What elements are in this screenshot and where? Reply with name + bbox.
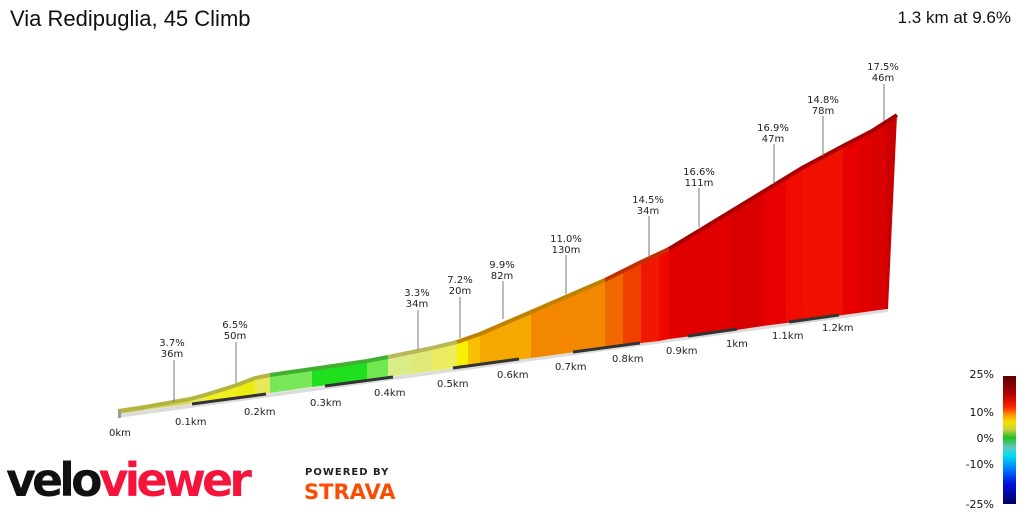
gradient-color-scale-bar: [1003, 376, 1016, 504]
svg-text:3.7%: 3.7%: [159, 338, 184, 349]
svg-text:9.9%: 9.9%: [489, 260, 514, 271]
profile-ridge: [117, 113, 899, 418]
gradient-color-legend: 25% 10% 0% -10% -25%: [960, 368, 1024, 512]
climb-title: Via Redipuglia, 45 Climb: [10, 6, 251, 31]
svg-text:17.5%: 17.5%: [867, 62, 899, 73]
svg-text:47m: 47m: [762, 134, 784, 145]
segment-callout: 3.3% 34m: [404, 288, 430, 350]
powered-by-label: POWERED BY: [305, 467, 390, 478]
legend-tick-label: 25%: [969, 368, 994, 381]
x-tick-label: 0.1km: [175, 417, 206, 428]
svg-text:7.2%: 7.2%: [447, 275, 472, 286]
segment-callout: 17.5% 46m: [867, 62, 899, 121]
legend-tick-label: 0%: [976, 432, 994, 445]
legend-tick-label: -10%: [965, 458, 994, 471]
svg-text:50m: 50m: [224, 331, 246, 342]
segment-callout: 11.0% 130m: [550, 234, 582, 294]
strava-logo: STRAVA: [304, 480, 396, 504]
logo-viewer-text: viewer: [98, 453, 252, 507]
svg-text:36m: 36m: [161, 349, 183, 360]
svg-text:46m: 46m: [872, 73, 894, 84]
profile-fill: [118, 115, 897, 414]
legend-tick-label: 10%: [969, 406, 994, 419]
logo-velo-text: velo: [6, 453, 103, 507]
veloviewer-logo: veloviewer: [6, 452, 252, 508]
svg-text:20m: 20m: [449, 286, 471, 297]
svg-text:34m: 34m: [637, 206, 659, 217]
x-tick-label: 1.1km: [772, 331, 803, 342]
legend-tick-label: -25%: [965, 498, 994, 511]
svg-text:130m: 130m: [552, 245, 581, 256]
svg-text:6.5%: 6.5%: [222, 320, 247, 331]
svg-text:16.6%: 16.6%: [683, 167, 715, 178]
x-tick-label: 1.2km: [822, 323, 853, 334]
segment-callout: 7.2% 20m: [447, 275, 473, 338]
x-tick-label: 0.9km: [666, 346, 697, 357]
segment-callout: 6.5% 50m: [222, 320, 248, 383]
x-tick-label: 0.8km: [612, 354, 643, 365]
svg-text:78m: 78m: [812, 106, 834, 117]
segment-callouts: 3.7% 36m 6.5% 50m 3.3% 34m 7.2% 20m 9.9%…: [159, 62, 899, 402]
km-tick-bars: [191, 313, 840, 406]
svg-text:34m: 34m: [406, 299, 428, 310]
svg-text:111m: 111m: [685, 178, 714, 189]
svg-text:14.5%: 14.5%: [632, 195, 664, 206]
x-tick-label: 0.5km: [437, 379, 468, 390]
svg-text:82m: 82m: [491, 271, 513, 282]
segment-callout: 16.6% 111m: [683, 167, 715, 227]
x-tick-label: 0.7km: [555, 362, 586, 373]
segment-callout: 9.9% 82m: [489, 260, 515, 319]
segment-callout: 14.5% 34m: [632, 195, 664, 256]
svg-text:11.0%: 11.0%: [550, 234, 582, 245]
x-tick-label: 1km: [726, 339, 748, 350]
x-tick-label: 0.2km: [244, 407, 275, 418]
svg-text:3.3%: 3.3%: [404, 288, 429, 299]
segment-callout: 14.8% 78m: [807, 95, 839, 156]
x-axis-labels: 0km 0.1km 0.2km 0.3km 0.4km 0.5km 0.6km …: [109, 323, 853, 439]
svg-text:16.9%: 16.9%: [757, 123, 789, 134]
climb-summary: 1.3 km at 9.6%: [897, 8, 1011, 27]
x-tick-label: 0.6km: [497, 370, 528, 381]
x-tick-label: 0km: [109, 428, 131, 439]
segment-callout: 16.9% 47m: [757, 123, 789, 184]
x-tick-label: 0.3km: [310, 398, 341, 409]
segment-callout: 3.7% 36m: [159, 338, 185, 402]
svg-text:14.8%: 14.8%: [807, 95, 839, 106]
x-tick-label: 0.4km: [374, 388, 405, 399]
